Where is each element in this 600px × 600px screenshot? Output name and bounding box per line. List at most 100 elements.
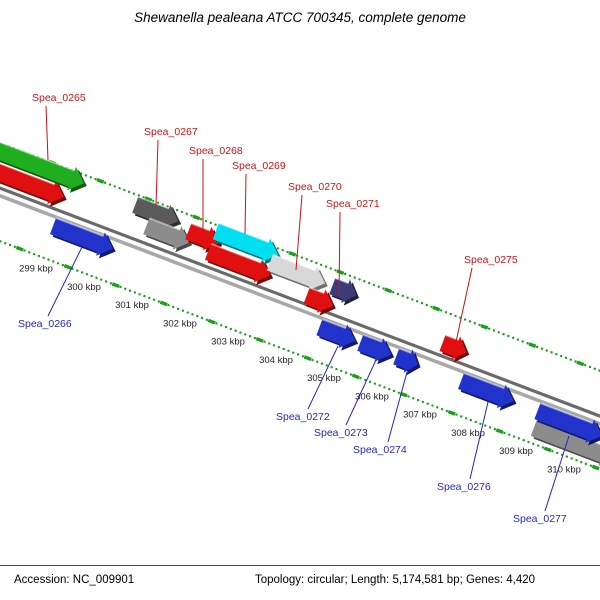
gene-Spea_0266[interactable] [50, 217, 116, 259]
ruler-minor-dot [584, 462, 588, 466]
ruler-major-tick [192, 214, 201, 221]
gene-label-Spea_0275[interactable]: Spea_0275 [464, 254, 518, 266]
gene-unlabeled-6[interactable] [205, 242, 274, 286]
ruler-minor-dot [430, 305, 433, 308]
ruler-minor-dot [349, 373, 353, 376]
leader-Spea_0277 [544, 435, 570, 512]
ruler-minor-dot [550, 351, 553, 354]
ruler-minor-dot [133, 291, 137, 294]
gene-label-Spea_0276[interactable]: Spea_0276 [437, 481, 491, 493]
ruler-minor-dot [84, 174, 88, 177]
ruler-minor-dot [315, 261, 318, 265]
kbp-label-307: 307 kbp [403, 410, 437, 421]
gene-Spea_0267[interactable] [132, 196, 182, 231]
ruler-minor-dot [180, 210, 184, 214]
leader-Spea_0265 [45, 105, 49, 161]
gene-label-Spea_0266[interactable]: Spea_0266 [18, 318, 72, 330]
ruler-minor-dot [320, 362, 324, 365]
ruler-minor-dot [444, 311, 448, 314]
gene-label-Spea_0274[interactable]: Spea_0274 [353, 444, 407, 456]
ruler-major-tick [63, 264, 72, 270]
gene-label-Spea_0267[interactable]: Spea_0267 [144, 126, 198, 138]
ruler-minor-dot [521, 340, 524, 343]
gene-label-Spea_0272[interactable]: Spea_0272 [276, 411, 330, 423]
ruler-minor-dot [503, 431, 506, 435]
gene-unlabeled-4[interactable] [143, 217, 193, 253]
gene-Spea_0274[interactable] [393, 347, 421, 376]
gene-Spea_0276[interactable] [458, 372, 517, 411]
ruler-minor-dot [388, 387, 391, 391]
gene-unlabeled-9[interactable] [303, 286, 336, 316]
gene-arrow-body [316, 319, 356, 348]
ruler-minor-dot [281, 249, 284, 252]
ruler-minor-dot [76, 269, 79, 272]
gene-Spea_0272[interactable] [316, 318, 359, 351]
gene-arrow-body [303, 287, 334, 313]
accession-text: Accession: NC_009901 [14, 574, 135, 586]
gene-label-Spea_0270[interactable]: Spea_0270 [288, 181, 342, 193]
ruler-minor-dot [205, 318, 209, 322]
gene-arrow-highlight [137, 196, 170, 210]
ruler-major-tick [495, 428, 504, 434]
gene-arrow-highlight [0, 141, 75, 172]
gene-label-Spea_0273[interactable]: Spea_0273 [314, 427, 368, 439]
gene-Spea_0271[interactable] [329, 277, 359, 306]
gene-Spea_0265[interactable] [0, 141, 87, 193]
ruler-minor-dot [377, 285, 380, 288]
ruler-minor-dot [325, 364, 329, 367]
gene-label-Spea_0268[interactable]: Spea_0268 [189, 145, 243, 157]
ruler-minor-dot [420, 301, 424, 305]
ruler-minor-dot [118, 187, 121, 190]
gene-Spea_0269[interactable] [212, 222, 281, 265]
ruler-minor-dot [253, 336, 257, 340]
ruler-minor-dot [196, 314, 199, 318]
ruler-minor-dot [479, 422, 482, 425]
ruler-minor-dot [391, 290, 395, 294]
kbp-label-302: 302 kbp [163, 318, 197, 329]
ruler-minor-dot [473, 321, 476, 325]
genome-summary-text: Topology: circular; Length: 5,174,581 bp… [255, 574, 536, 586]
ruler-minor-dot [359, 376, 362, 380]
ruler-minor-dot [276, 247, 280, 250]
ruler-minor-dot [383, 386, 386, 389]
gene-Spea_0273[interactable] [357, 333, 395, 365]
ruler-minor-dot [23, 249, 26, 252]
gene-label-Spea_0271[interactable]: Spea_0271 [326, 198, 380, 210]
ruler-minor-dot [329, 267, 332, 270]
ruler-minor-dot [335, 367, 338, 371]
ruler-minor-dot [244, 333, 247, 336]
ruler-minor-dot [565, 455, 569, 458]
ruler-minor-dot [229, 327, 233, 331]
ruler-minor-dot [344, 371, 348, 374]
gene-label-Spea_0265[interactable]: Spea_0265 [32, 92, 86, 104]
gene-Spea_0270[interactable] [266, 253, 328, 294]
gene-Spea_0277[interactable] [534, 402, 600, 446]
leader-Spea_0274 [387, 371, 408, 443]
ruler-minor-dot [559, 354, 563, 358]
ruler-minor-dot [175, 208, 179, 212]
ruler-minor-dot [340, 369, 343, 373]
leader-Spea_0273 [345, 359, 377, 426]
ruler-minor-dot [492, 329, 496, 332]
gene-unlabeled-0[interactable] [0, 160, 67, 207]
gene-arrow-body [393, 348, 418, 373]
ruler-minor-dot [157, 300, 161, 303]
ruler-minor-dot [416, 398, 420, 402]
ruler-minor-dot [166, 205, 169, 208]
gene-arrow-body [205, 243, 271, 283]
ruler-minor-dot [439, 309, 443, 312]
ruler-minor-dot [127, 190, 131, 194]
ruler-minor-dot [80, 271, 84, 274]
gene-label-Spea_0277[interactable]: Spea_0277 [513, 513, 567, 525]
ruler-minor-dot [487, 327, 491, 330]
gene-arrow-highlight [309, 286, 325, 295]
gene-label-Spea_0269[interactable]: Spea_0269 [232, 160, 286, 172]
gene-arrow-body [439, 335, 467, 360]
kbp-label-308: 308 kbp [451, 428, 485, 439]
ruler-minor-dot [287, 349, 290, 353]
ruler-minor-dot [185, 212, 188, 215]
ruler-minor-dot [0, 240, 2, 243]
gene-arrow-body [534, 403, 600, 443]
ruler-minor-dot [373, 382, 377, 385]
ruler-minor-dot [324, 265, 328, 268]
